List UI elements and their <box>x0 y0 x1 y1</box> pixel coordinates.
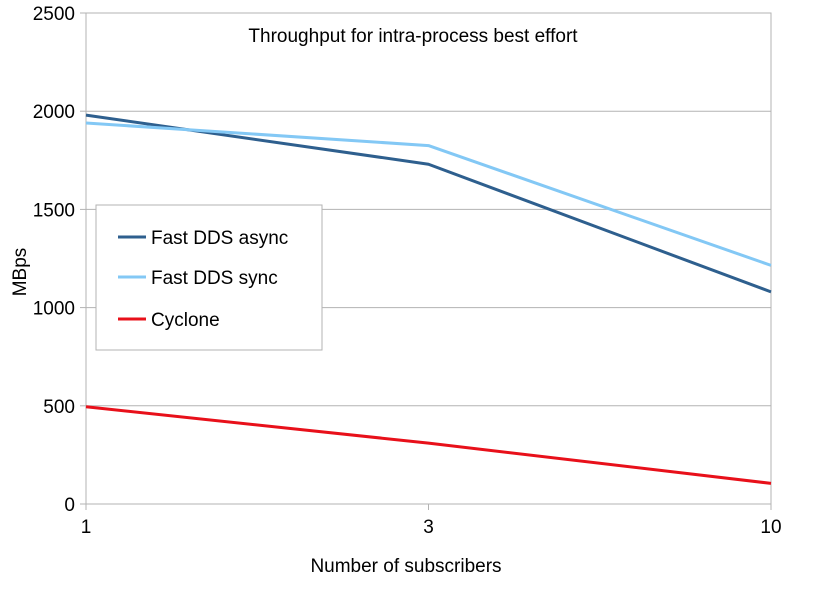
chart-title: Throughput for intra-process best effort <box>248 26 578 47</box>
x-axis-ticks: 1 3 10 <box>81 504 782 538</box>
y-tick-label-0: 0 <box>64 495 75 516</box>
y-tick-label-1000: 1000 <box>33 299 75 320</box>
plot-area-frame <box>85 12 772 505</box>
y-tick-label-2000: 2000 <box>33 102 75 123</box>
legend-label-fast-dds-async: Fast DDS async <box>151 228 288 249</box>
x-axis-label: Number of subscribers <box>310 556 501 577</box>
x-tick-label-3: 3 <box>423 517 434 538</box>
legend-label-cyclone: Cyclone <box>151 310 220 331</box>
y-tick-label-2500: 2500 <box>33 4 75 25</box>
y-tick-label-1500: 1500 <box>33 200 75 221</box>
y-tick-label-500: 500 <box>43 397 75 418</box>
series-line-cyclone <box>85 405 772 485</box>
legend: Fast DDS async Fast DDS sync Cyclone <box>95 204 323 351</box>
x-tick-label-1: 1 <box>81 517 92 538</box>
legend-label-fast-dds-sync: Fast DDS sync <box>151 268 278 289</box>
x-tick-label-10: 10 <box>760 517 781 538</box>
y-axis-ticks: 0 500 1000 1500 2000 2500 <box>33 4 86 516</box>
y-axis-label: MBps <box>10 248 31 297</box>
series-lines <box>85 113 772 485</box>
